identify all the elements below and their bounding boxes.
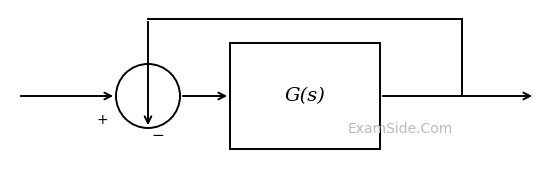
Text: ExamSide.Com: ExamSide.Com — [348, 122, 453, 136]
Text: G(s): G(s) — [285, 87, 325, 105]
Text: −: − — [152, 128, 164, 143]
Bar — [230, 43, 380, 149]
Text: +: + — [96, 113, 108, 127]
